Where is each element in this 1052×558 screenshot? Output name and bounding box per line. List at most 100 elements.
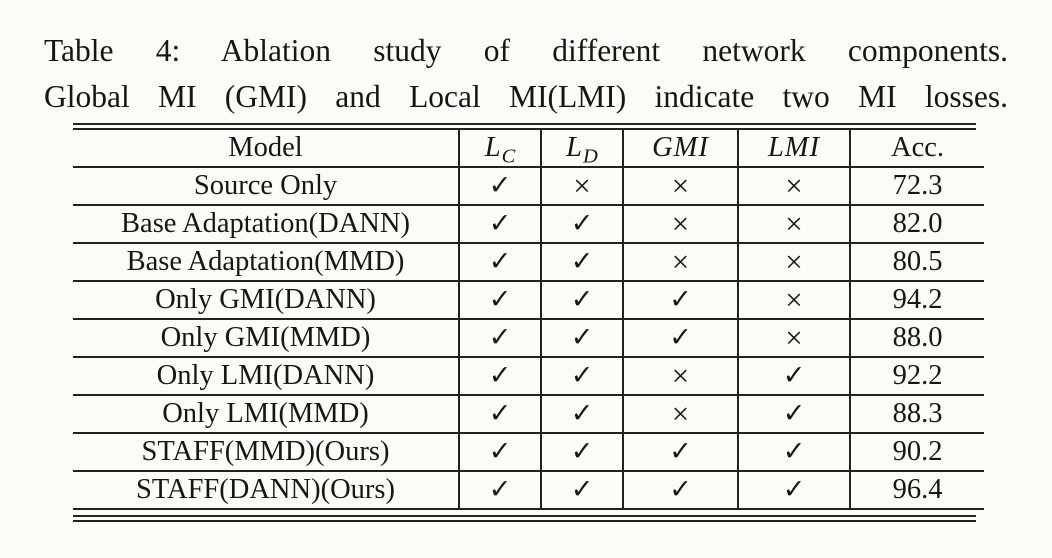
check-icon: ✓ xyxy=(669,435,692,467)
check-icon: ✓ xyxy=(570,207,594,239)
table-row: STAFF(DANN)(Ours) ✓ ✓ ✓ ✓ 96.4 xyxy=(73,471,984,510)
cell-gmi: ✓ xyxy=(622,433,738,472)
table-row: STAFF(MMD)(Ours) ✓ ✓ ✓ ✓ 90.2 xyxy=(73,433,984,472)
cross-icon: × xyxy=(671,357,690,393)
table-row: Only LMI(MMD) ✓ ✓ × ✓ 88.3 xyxy=(73,395,984,434)
check-icon: ✓ xyxy=(488,283,512,315)
cross-icon: × xyxy=(671,205,690,241)
cell-gmi: × xyxy=(622,167,738,206)
col-header-acc: Acc. xyxy=(849,130,984,168)
cell-ld: ✓ xyxy=(540,205,623,244)
cross-icon: × xyxy=(573,167,591,203)
check-icon: ✓ xyxy=(782,359,806,391)
check-icon: ✓ xyxy=(570,397,594,429)
cell-model: STAFF(MMD)(Ours) xyxy=(73,433,459,472)
caption-line-1: Table 4: Ablation study of different net… xyxy=(44,33,1008,68)
table-row: Base Adaptation(MMD) ✓ ✓ × × 80.5 xyxy=(73,243,984,282)
check-icon: ✓ xyxy=(782,397,806,429)
cell-lmi: × xyxy=(737,205,850,244)
table-row: Source Only ✓ × × × 72.3 xyxy=(73,167,984,206)
cross-icon: × xyxy=(785,281,803,317)
cell-acc: 80.5 xyxy=(849,243,984,282)
table-row: Base Adaptation(DANN) ✓ ✓ × × 82.0 xyxy=(73,205,984,244)
check-icon: ✓ xyxy=(570,435,594,467)
check-icon: ✓ xyxy=(488,359,512,391)
ablation-table: Model LC LD GMI LMI Acc. Source Only ✓ × × × 72.3 B… xyxy=(73,130,984,510)
check-icon: ✓ xyxy=(570,359,594,391)
table-row: Only GMI(DANN) ✓ ✓ ✓ × 94.2 xyxy=(73,281,984,320)
cell-lc: ✓ xyxy=(458,433,541,472)
cell-lmi: ✓ xyxy=(737,395,850,434)
cell-ld: ✓ xyxy=(540,243,623,282)
math-label: LMI xyxy=(767,131,821,163)
cross-icon: × xyxy=(785,205,803,241)
check-icon: ✓ xyxy=(669,283,692,315)
cell-gmi: ✓ xyxy=(622,281,738,320)
math-subscript: D xyxy=(583,145,598,167)
cell-lmi: × xyxy=(737,243,850,282)
cell-ld: ✓ xyxy=(540,319,623,358)
cross-icon: × xyxy=(785,243,803,279)
check-icon: ✓ xyxy=(488,321,512,353)
cell-lmi: × xyxy=(737,319,850,358)
math-subscript: C xyxy=(501,145,516,167)
cell-acc: 72.3 xyxy=(849,167,984,206)
cell-acc: 90.2 xyxy=(849,433,984,472)
cell-lc: ✓ xyxy=(458,357,541,396)
cross-icon: × xyxy=(671,167,690,203)
cell-lmi: ✓ xyxy=(737,357,850,396)
cell-model: Source Only xyxy=(73,167,459,206)
cell-lc: ✓ xyxy=(458,281,541,320)
cell-lmi: × xyxy=(737,167,850,206)
cell-gmi: × xyxy=(622,395,738,434)
check-icon: ✓ xyxy=(488,397,512,429)
check-icon: ✓ xyxy=(570,245,594,277)
cell-model: Base Adaptation(DANN) xyxy=(73,205,459,244)
cell-lmi: ✓ xyxy=(737,471,850,510)
col-header-model: Model xyxy=(73,130,459,168)
check-icon: ✓ xyxy=(669,473,692,505)
cross-icon: × xyxy=(785,319,803,355)
cell-lc: ✓ xyxy=(458,395,541,434)
cell-lc: ✓ xyxy=(458,471,541,510)
table-header: Model LC LD GMI LMI Acc. xyxy=(73,130,984,168)
cross-icon: × xyxy=(671,395,690,431)
ablation-table-wrapper: Model LC LD GMI LMI Acc. Source Only ✓ × × × 72.3 B… xyxy=(73,123,984,522)
cell-ld: ✓ xyxy=(540,357,623,396)
header-row: Model LC LD GMI LMI Acc. xyxy=(73,130,984,168)
cell-acc: 88.0 xyxy=(849,319,984,358)
cell-lc: ✓ xyxy=(458,167,541,206)
math-label: L xyxy=(566,131,584,163)
col-header-lc: LC xyxy=(458,130,541,168)
cell-model: Only GMI(DANN) xyxy=(73,281,459,320)
check-icon: ✓ xyxy=(570,283,594,315)
cell-lmi: ✓ xyxy=(737,433,850,472)
cell-model: STAFF(DANN)(Ours) xyxy=(73,471,459,510)
cell-lc: ✓ xyxy=(458,205,541,244)
caption-line-2: Global MI (GMI) and Local MI(LMI) indica… xyxy=(44,79,1008,114)
cell-gmi: ✓ xyxy=(622,471,738,510)
col-header-ld: LD xyxy=(540,130,623,168)
math-label: L xyxy=(484,131,502,163)
table-row: Only LMI(DANN) ✓ ✓ × ✓ 92.2 xyxy=(73,357,984,396)
col-header-lmi: LMI xyxy=(737,130,850,168)
cross-icon: × xyxy=(785,167,803,203)
cell-gmi: × xyxy=(622,243,738,282)
cell-acc: 88.3 xyxy=(849,395,984,434)
check-icon: ✓ xyxy=(782,435,806,467)
cell-lc: ✓ xyxy=(458,319,541,358)
check-icon: ✓ xyxy=(669,321,692,353)
check-icon: ✓ xyxy=(782,473,806,505)
cell-gmi: × xyxy=(622,357,738,396)
cell-ld: ✓ xyxy=(540,395,623,434)
cell-ld: × xyxy=(540,167,623,206)
table-row: Only GMI(MMD) ✓ ✓ ✓ × 88.0 xyxy=(73,319,984,358)
table-body: Source Only ✓ × × × 72.3 Base Adaptation(DANN)… xyxy=(73,167,984,510)
col-header-gmi: GMI xyxy=(622,130,738,168)
cell-acc: 94.2 xyxy=(849,281,984,320)
check-icon: ✓ xyxy=(488,169,512,201)
cell-gmi: × xyxy=(622,205,738,244)
cross-icon: × xyxy=(671,243,690,279)
cell-acc: 92.2 xyxy=(849,357,984,396)
